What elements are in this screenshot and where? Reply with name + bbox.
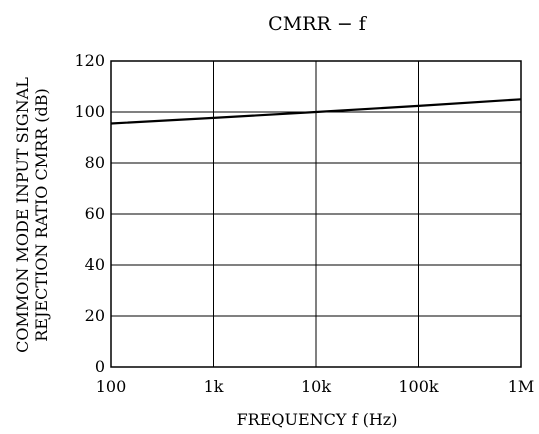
x-tick-label: 1M [508, 377, 535, 396]
x-tick-label: 100 [96, 377, 127, 396]
y-tick-label: 40 [85, 255, 105, 274]
x-tick-label: 1k [204, 377, 224, 396]
chart-title: CMRR − f [268, 13, 368, 35]
x-tick-label: 10k [301, 377, 331, 396]
y-axis-label-line2: REJECTION RATIO CMRR (dB) [32, 88, 51, 341]
y-tick-label: 60 [85, 204, 105, 223]
x-tick-label: 100k [398, 377, 439, 396]
y-axis-label-line1: COMMON MODE INPUT SIGNAL [13, 77, 32, 353]
plot-frame [110, 60, 522, 368]
y-tick-label: 0 [95, 357, 105, 376]
y-tick-label: 20 [85, 306, 105, 325]
x-axis-label: FREQUENCY f (Hz) [237, 410, 398, 429]
grid-lines [110, 60, 522, 368]
y-tick-label: 100 [74, 102, 105, 121]
y-tick-label: 120 [74, 51, 105, 70]
series-group [110, 98, 522, 125]
x-tick-labels: 100 1k 10k 100k 1M [96, 377, 535, 396]
y-tick-label: 80 [85, 153, 105, 172]
y-tick-labels: 0 20 40 60 80 100 120 [74, 51, 105, 376]
cmrr-series-line [110, 98, 522, 125]
